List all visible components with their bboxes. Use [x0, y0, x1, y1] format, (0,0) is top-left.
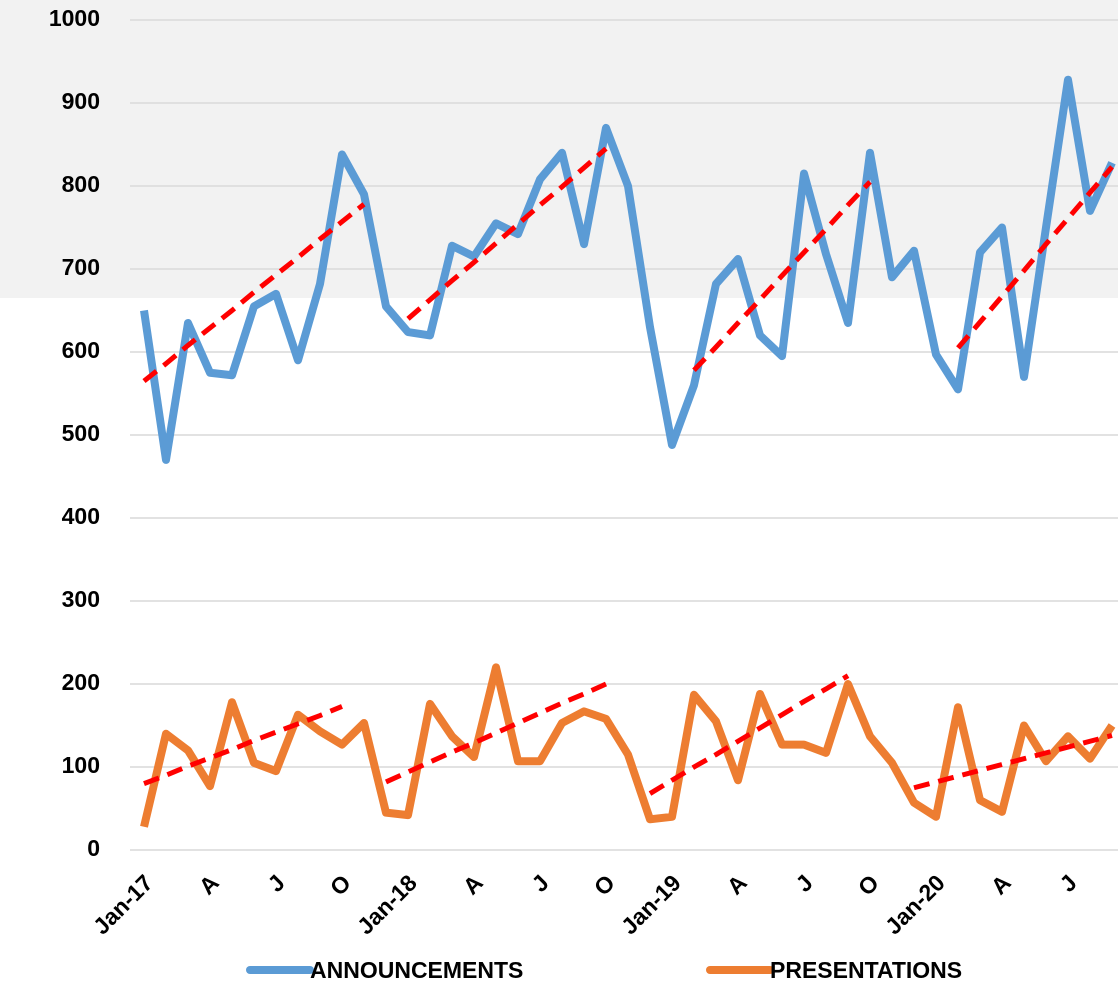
- trend-line: [143, 673, 1113, 796]
- x-tick-label: Jan-19: [616, 869, 686, 939]
- x-tick-label: O: [589, 869, 620, 900]
- legend-label: PRESENTATIONS: [770, 957, 962, 983]
- y-tick-label: 400: [62, 503, 100, 529]
- x-tick-label: A: [458, 869, 488, 899]
- y-tick-label: 1000: [49, 5, 100, 31]
- x-tick-label: Jan-18: [352, 869, 422, 939]
- y-tick-label: 100: [62, 752, 100, 778]
- x-tick-label: A: [194, 869, 224, 899]
- y-tick-label: 200: [62, 669, 100, 695]
- y-tick-label: 300: [62, 586, 100, 612]
- series-line: [140, 663, 1116, 828]
- y-tick-label: 0: [87, 835, 100, 861]
- y-tick-label: 800: [62, 171, 100, 197]
- series-line: [140, 75, 1116, 464]
- trend-line: [142, 146, 1114, 384]
- x-tick-label: A: [986, 869, 1016, 899]
- y-tick-label: 900: [62, 88, 100, 114]
- background-band: [0, 0, 1118, 298]
- x-tick-label: O: [325, 869, 356, 900]
- y-tick-label: 600: [62, 337, 100, 363]
- x-tick-label: J: [262, 869, 289, 896]
- y-tick-label: 700: [62, 254, 100, 280]
- legend-label: ANNOUNCEMENTS: [310, 957, 523, 983]
- x-tick-label: A: [722, 869, 752, 899]
- y-tick-label: 500: [62, 420, 100, 446]
- x-tick-label: O: [853, 869, 884, 900]
- x-tick-label: Jan-20: [880, 869, 950, 939]
- x-tick-label: J: [1054, 869, 1081, 896]
- x-tick-label: J: [790, 869, 817, 896]
- x-tick-label: Jan-17: [88, 869, 158, 939]
- x-tick-label: J: [526, 869, 553, 896]
